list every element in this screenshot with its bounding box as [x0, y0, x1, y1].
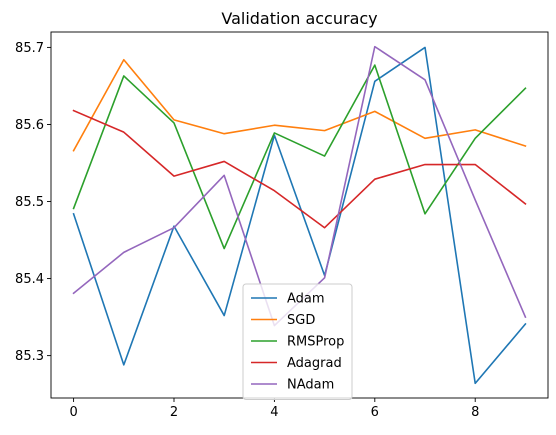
- x-tick-label: 2: [170, 405, 178, 420]
- series-line-adagrad: [72, 109, 527, 229]
- legend: Adam SGD RMSProp Adagrad NAdam: [242, 283, 353, 400]
- x-tick-label: 0: [69, 405, 77, 420]
- chart-title: Validation accuracy: [221, 9, 377, 28]
- legend-box: [242, 283, 353, 400]
- legend-label-sgd: SGD: [287, 313, 315, 328]
- legend-label-rmsprop: RMSProp: [287, 335, 344, 350]
- legend-label-adam: Adam: [287, 292, 325, 307]
- series-line-adam: [72, 46, 527, 385]
- legend-label-adagrad: Adagrad: [287, 356, 342, 371]
- x-tick-label: 4: [270, 405, 278, 420]
- y-tick-label: 85.4: [15, 272, 44, 287]
- series-line-rmsprop: [72, 64, 527, 250]
- series-line-sgd: [72, 58, 527, 152]
- y-tick-label: 85.6: [15, 118, 44, 133]
- x-tick-label: 6: [371, 405, 379, 420]
- y-tick-label: 85.5: [15, 195, 44, 210]
- legend-label-nadam: NAdam: [287, 378, 334, 393]
- x-tick-label: 8: [471, 405, 479, 420]
- y-tick-label: 85.7: [15, 41, 44, 56]
- y-tick-label: 85.3: [15, 349, 44, 364]
